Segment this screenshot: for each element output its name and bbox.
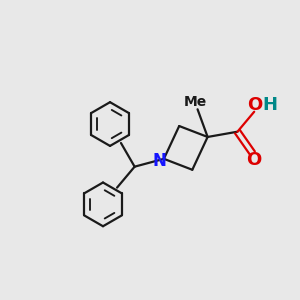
Text: H: H — [263, 96, 278, 114]
Text: O: O — [248, 96, 263, 114]
Text: N: N — [153, 152, 166, 169]
Text: Me: Me — [184, 95, 207, 109]
Text: O: O — [246, 151, 261, 169]
